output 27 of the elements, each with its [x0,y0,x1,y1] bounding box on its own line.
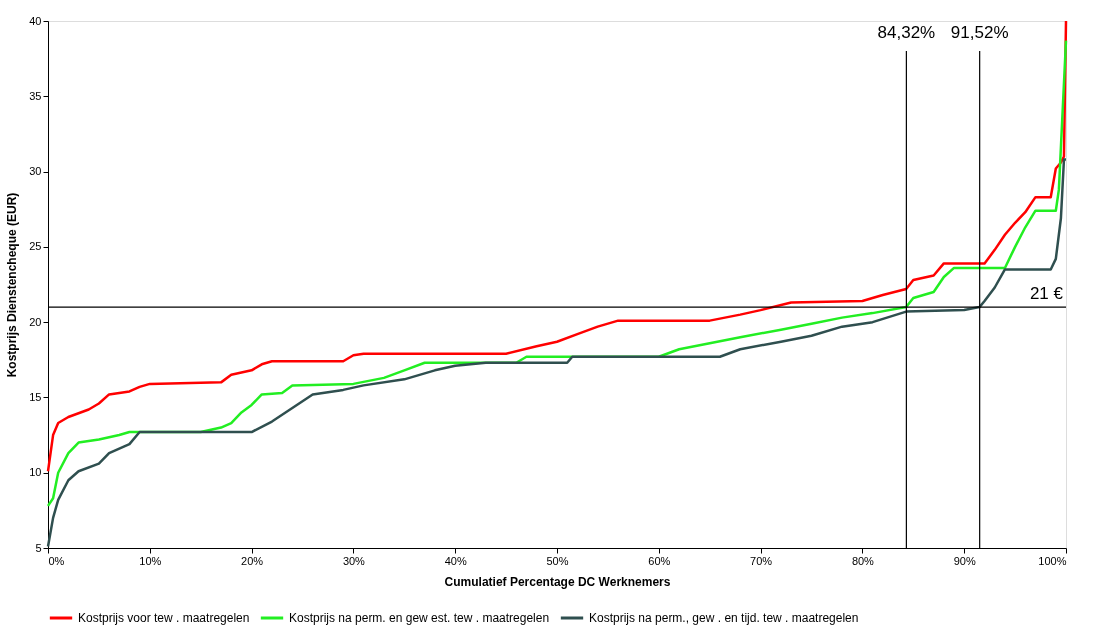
x-tick-label: 30% [342,554,366,567]
x-tick-label: 80% [851,554,875,567]
y-tick-label: 15 [29,390,42,403]
y-tick-label: 25 [29,240,42,253]
y-tick-label: 5 [35,541,42,554]
x-tick-label: 70% [750,554,773,567]
x-tick-label: 10% [139,554,162,567]
x-tick-label: 50% [546,554,569,567]
y-axis-title: Kostprijs Dienstencheque (EUR) [5,192,20,378]
x-axis-title: Cumulatief Percentage DC Werknemers [444,574,671,589]
ref-line-label: 91,52% [950,23,1009,42]
y-tick-label: 30 [29,165,42,178]
ref-line-label: 21 € [1029,284,1064,304]
y-tick-label: 20 [29,315,42,328]
x-tick-label: 60% [648,554,671,567]
y-tick-label: 40 [29,14,42,27]
ref-line-label: 84,32% [877,23,936,42]
x-tick-label: 40% [444,554,467,567]
x-tick-label: 20% [241,554,264,567]
legend-label: Kostprijs na perm., gew . en tijd. tew . maatregelen [589,611,859,625]
x-tick-label: 100% [1038,554,1067,567]
x-tick-label: 90% [953,554,976,567]
x-tick-label: 0% [48,554,65,567]
y-tick-label: 10 [29,466,42,479]
legend-label: Kostprijs voor tew . maatregelen [78,611,250,625]
legend-label: Kostprijs na perm. en gew est. tew . maatregelen [289,611,550,625]
y-tick-label: 35 [29,89,42,102]
